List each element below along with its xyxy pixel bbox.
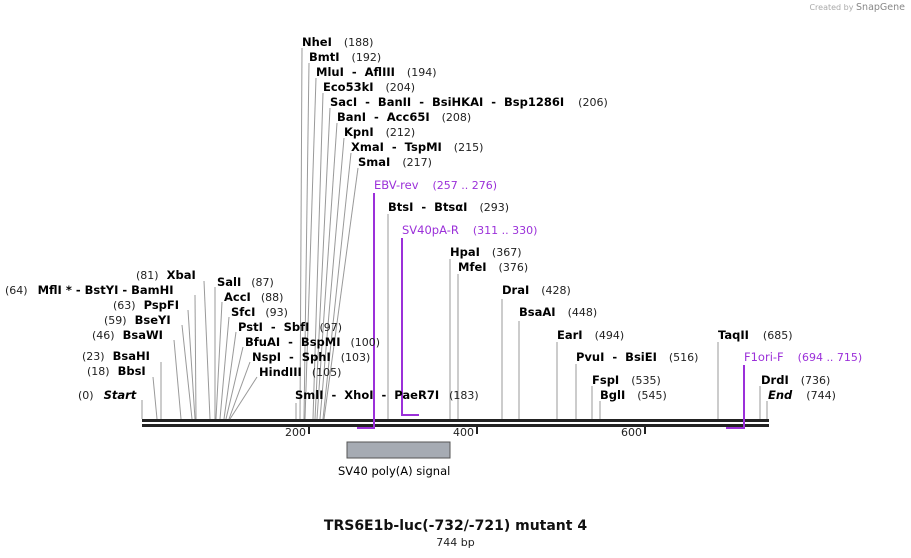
- tick-600: 600: [621, 426, 642, 439]
- site-xbai[interactable]: (81) XbaI: [136, 268, 196, 282]
- site-drai[interactable]: DraI (428): [502, 283, 571, 297]
- site-nhei[interactable]: NheI (188): [302, 35, 373, 49]
- site-bani-acc65i[interactable]: BanI - Acc65I (208): [337, 110, 471, 124]
- site-bbsi[interactable]: (18) BbsI: [87, 364, 146, 378]
- site-mlui-afliii[interactable]: MluI - AflIII (194): [316, 65, 437, 79]
- axis-ticks: [308, 426, 646, 434]
- site-smli-xhoi-paer7i[interactable]: SmlI - XhoI - PaeR7I (183): [295, 388, 479, 402]
- site-mfli-bstyi-bamhi[interactable]: (64) MflI * - BstYI - BamHI: [5, 283, 174, 297]
- site-hindiii[interactable]: HindIII (105): [259, 365, 341, 379]
- site-hpai[interactable]: HpaI (367): [450, 245, 522, 259]
- tick-200: 200: [285, 426, 306, 439]
- site-bsaai[interactable]: BsaAI (448): [519, 305, 597, 319]
- backbone-bottom-strand: [142, 424, 769, 427]
- tick-400: 400: [453, 426, 474, 439]
- site-lines: [141, 47, 768, 420]
- site-fspi[interactable]: FspI (535): [592, 373, 661, 387]
- site-sali[interactable]: SalI (87): [217, 275, 274, 289]
- site-end[interactable]: End (744): [768, 388, 836, 402]
- linear-map: 200 400 600 SV40 poly(A) signal: [5, 35, 862, 478]
- primer-ebv-rev[interactable]: EBV-rev (257 .. 276): [374, 178, 497, 192]
- site-pvui-bsiei[interactable]: PvuI - BsiEI (516): [576, 350, 698, 364]
- feature-sv40-polya[interactable]: [346, 441, 451, 459]
- site-bgli[interactable]: BglI (545): [600, 388, 667, 402]
- left-site-labels: (0) Start (18) BbsI (23) BsaHI (46) BsaWI (5…: [5, 268, 196, 402]
- site-acci[interactable]: AccI (88): [224, 290, 283, 304]
- site-drdi[interactable]: DrdI (736): [761, 373, 830, 387]
- site-bsawi[interactable]: (46) BsaWI: [92, 328, 163, 342]
- site-eco53ki[interactable]: Eco53kI (204): [323, 80, 415, 94]
- site-btsi-btsai[interactable]: BtsI - BtsαI (293): [388, 200, 509, 214]
- site-bmti[interactable]: BmtI (192): [309, 50, 381, 64]
- credit-prefix: Created by: [809, 3, 854, 12]
- site-kpni[interactable]: KpnI (212): [344, 125, 415, 139]
- primer-sv40pa-r[interactable]: SV40pA-R (311 .. 330): [402, 223, 537, 237]
- site-psti-sbfi[interactable]: PstI - SbfI (97): [238, 320, 342, 334]
- backbone-top-strand: [142, 419, 769, 422]
- site-xmai-tspmi[interactable]: XmaI - TspMI (215): [351, 140, 483, 154]
- site-saci-banii-bsihkai-bsp1286i[interactable]: SacI - BanII - BsiHKAI - Bsp1286I (206): [330, 95, 608, 109]
- site-bfuai-bspmi[interactable]: BfuAI - BspMI (100): [245, 335, 380, 349]
- site-bsahi[interactable]: (23) BsaHI: [82, 349, 150, 363]
- sequence-length: 744 bp: [436, 536, 475, 549]
- feature-label: SV40 poly(A) signal: [338, 464, 450, 478]
- site-start[interactable]: (0) Start: [78, 388, 137, 402]
- site-smai[interactable]: SmaI (217): [358, 155, 432, 169]
- credit-brand: SnapGene: [856, 2, 905, 13]
- site-taqii[interactable]: TaqII (685): [718, 328, 793, 342]
- snapgene-credit: Created by SnapGene: [809, 2, 905, 13]
- right-site-labels: SalI (87) AccI (88) SfcI (93) PstI - SbfI (9…: [217, 35, 836, 402]
- primer-f1ori-f[interactable]: F1ori-F (694 .. 715): [744, 350, 862, 364]
- site-bseyi[interactable]: (59) BseYI: [104, 313, 171, 327]
- site-nspi-sphi[interactable]: NspI - SphI (103): [252, 350, 370, 364]
- site-eari[interactable]: EarI (494): [557, 328, 624, 342]
- primer-marks: [357, 193, 745, 429]
- site-mfei[interactable]: MfeI (376): [458, 260, 528, 274]
- site-sfci[interactable]: SfcI (93): [231, 305, 288, 319]
- site-pspfi[interactable]: (63) PspFI: [113, 298, 179, 312]
- map-title: TRS6E1b-luc(-732/-721) mutant 4: [323, 518, 588, 534]
